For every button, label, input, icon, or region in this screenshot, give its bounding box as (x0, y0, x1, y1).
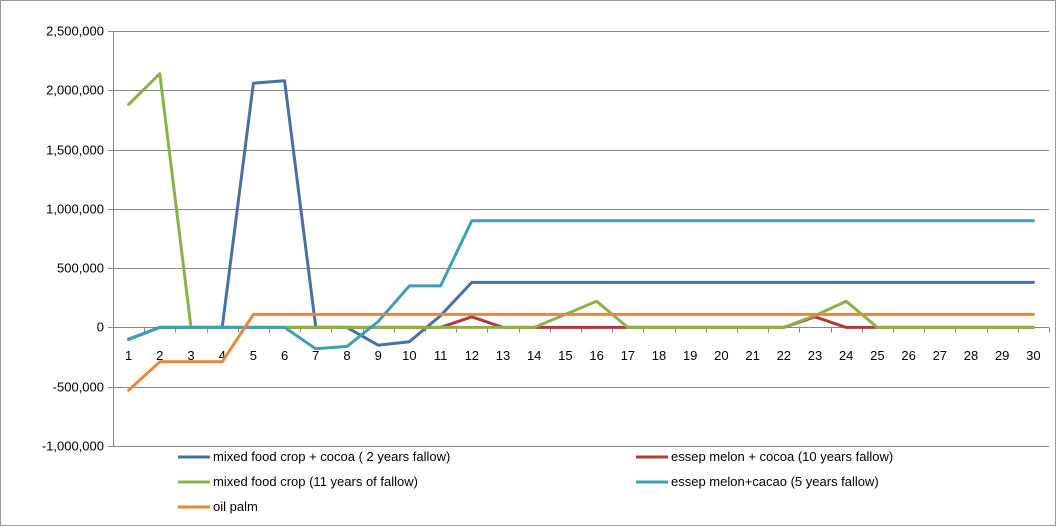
series-lines (127, 72, 1035, 392)
y-tick-label: 1,500,000 (46, 143, 104, 158)
x-tick-label: 17 (621, 348, 635, 363)
x-tick-label: 1 (125, 348, 132, 363)
y-tick-label: -1,000,000 (42, 439, 104, 454)
x-tick-label: 3 (187, 348, 194, 363)
x-tick-label: 11 (434, 348, 448, 363)
x-tick-label: 4 (219, 348, 226, 363)
x-tick-label: 29 (995, 348, 1009, 363)
legend-label-4: essep melon+cacao (5 years fallow) (671, 474, 879, 489)
y-tick-label: -500,000 (53, 380, 104, 395)
x-tick-label: 12 (465, 348, 479, 363)
series-line-4 (127, 219, 1035, 351)
y-tick-label: 2,500,000 (46, 24, 104, 39)
x-tick-label: 22 (777, 348, 791, 363)
series-line-5 (127, 312, 1035, 392)
legend-label-2: essep melon + cocoa (10 years fallow) (671, 449, 893, 464)
axes: -1,000,000 -500,000 0 500,000 1,000,000 1,500… (42, 24, 1050, 454)
x-tick-label: 19 (683, 348, 697, 363)
x-tick-label: 9 (375, 348, 382, 363)
x-tick-label: 28 (964, 348, 978, 363)
x-tick-label: 18 (652, 348, 666, 363)
gridlines (113, 31, 1049, 447)
x-tick-label: 14 (527, 348, 541, 363)
x-tick-label: 24 (839, 348, 853, 363)
y-tick-label: 0 (97, 320, 104, 335)
x-tick-label: 21 (745, 348, 759, 363)
legend: mixed food crop + cocoa ( 2 years fallow… (178, 449, 893, 514)
legend-label-3: mixed food crop (11 years of fallow) (213, 474, 418, 489)
x-tick-label: 30 (1026, 348, 1040, 363)
x-tick-label: 10 (402, 348, 416, 363)
x-tick-label: 7 (312, 348, 319, 363)
y-tick-label: 500,000 (57, 261, 104, 276)
x-tick-label: 6 (281, 348, 288, 363)
x-tick-label: 20 (714, 348, 728, 363)
x-tick-label: 23 (808, 348, 822, 363)
x-tick-label: 13 (496, 348, 510, 363)
y-tick-label: 1,000,000 (46, 202, 104, 217)
x-tick-label: 15 (558, 348, 572, 363)
x-tick-label: 2 (156, 348, 163, 363)
legend-label-1: mixed food crop + cocoa ( 2 years fallow… (213, 449, 450, 464)
x-tick-label: 27 (933, 348, 947, 363)
series-line-1 (127, 79, 1035, 347)
x-tick-label: 26 (901, 348, 915, 363)
legend-label-5: oil palm (213, 499, 258, 514)
x-tick-label: 16 (589, 348, 603, 363)
x-tick-label: 25 (870, 348, 884, 363)
x-tick-label: 8 (343, 348, 350, 363)
x-tick-label: 5 (250, 348, 257, 363)
y-tick-label: 2,000,000 (46, 83, 104, 98)
